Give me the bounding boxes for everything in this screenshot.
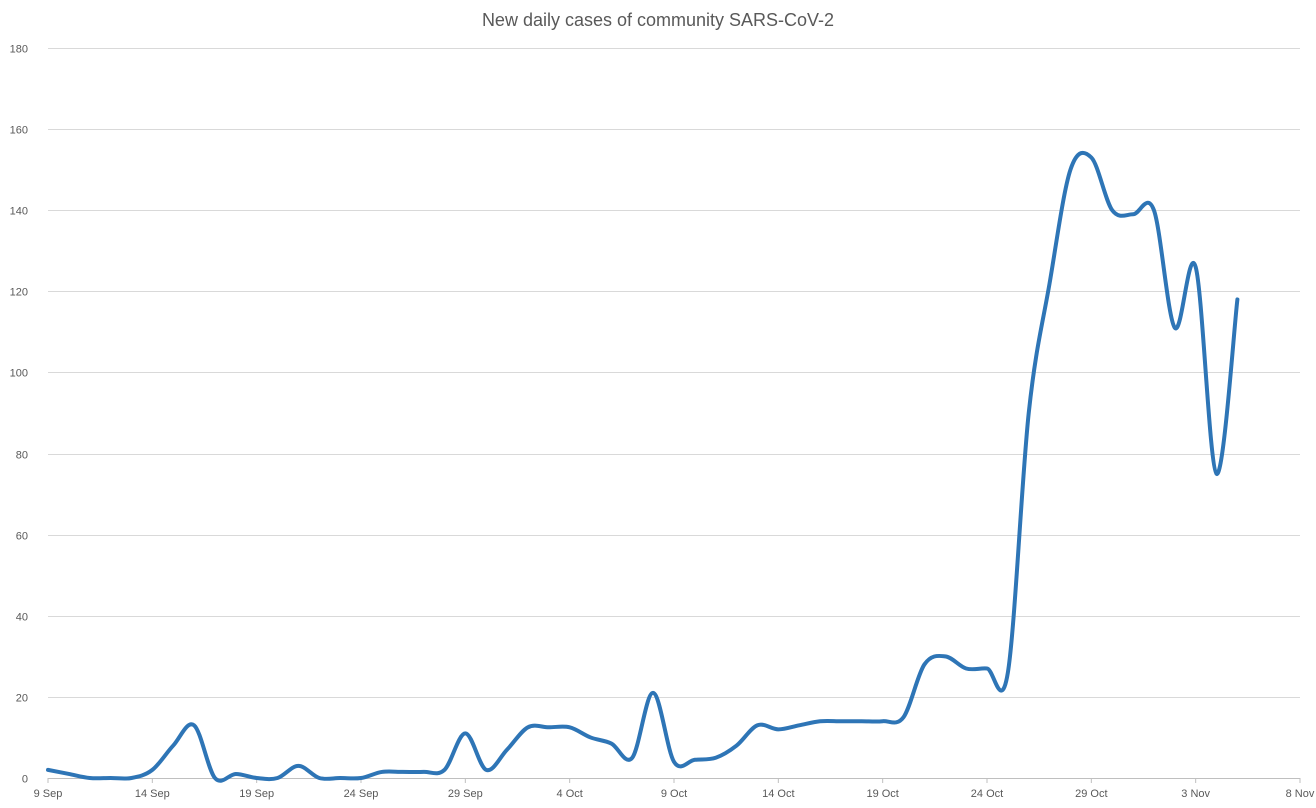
x-tick-label: 3 Nov — [1181, 788, 1210, 800]
x-tick-label: 29 Sep — [448, 788, 483, 800]
x-tick-label: 19 Sep — [239, 788, 274, 800]
x-tick-label: 8 Nov — [1286, 788, 1315, 800]
y-tick-label: 60 — [16, 531, 28, 543]
x-tick-label: 4 Oct — [557, 788, 583, 800]
x-tick-label: 29 Oct — [1075, 788, 1107, 800]
series-layer — [46, 150, 1240, 783]
x-tick-label: 19 Oct — [866, 788, 898, 800]
y-tick-label: 40 — [16, 612, 28, 624]
y-tick-label: 80 — [16, 450, 28, 462]
x-tick-label: 9 Oct — [661, 788, 687, 800]
y-tick-label: 0 — [22, 774, 28, 786]
x-tick-label: 24 Sep — [344, 788, 379, 800]
y-tick-label: 20 — [16, 693, 28, 705]
x-tick-label: 9 Sep — [34, 788, 63, 800]
y-tick-label: 160 — [10, 125, 28, 137]
x-tick-label: 14 Sep — [135, 788, 170, 800]
y-tick-label: 120 — [10, 287, 28, 299]
y-axis-ticks: 0 20 40 60 80 100 120 140 160 180 — [10, 44, 28, 786]
x-tick-label: 24 Oct — [971, 788, 1003, 800]
y-tick-label: 140 — [10, 206, 28, 218]
y-tick-label: 100 — [10, 368, 28, 380]
y-tick-label: 180 — [10, 44, 28, 56]
x-tick-label: 14 Oct — [762, 788, 794, 800]
gridlines — [48, 48, 1300, 698]
chart-title: New daily cases of community SARS-CoV-2 — [481, 10, 835, 30]
x-axis-ticks: 9 Sep 14 Sep 19 Sep 24 Sep 29 Sep 4 Oct 9 Oct 1… — [34, 778, 1315, 800]
series-line — [46, 150, 1240, 783]
